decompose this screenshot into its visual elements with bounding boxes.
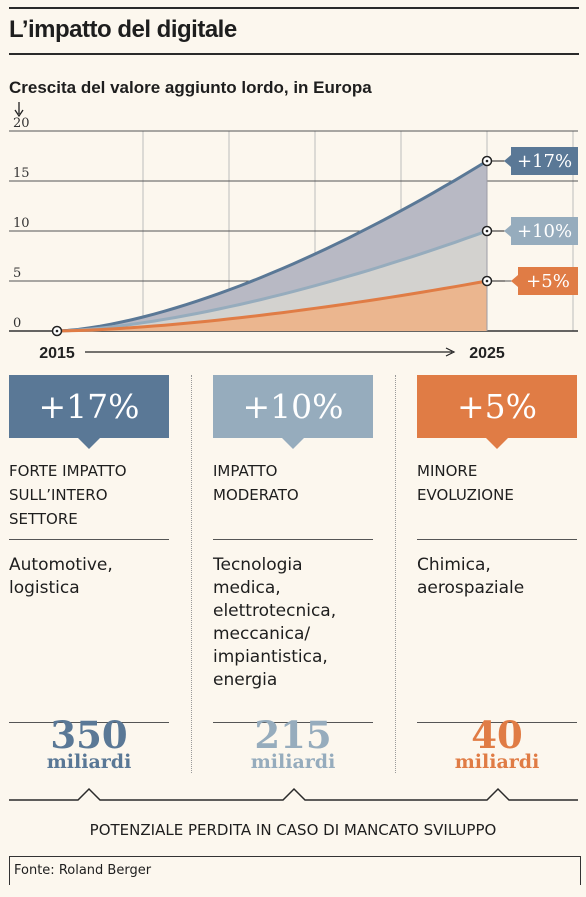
y-tick-label: 5 — [13, 266, 21, 281]
x-end-label: 2025 — [469, 345, 505, 362]
sector-line: meccanica/ — [213, 624, 311, 644]
divider — [213, 722, 373, 723]
impact-label: FORTE IMPATTO SULL’INTERO SETTORE — [9, 459, 169, 531]
divider — [417, 539, 577, 540]
end-point-dot — [485, 229, 489, 233]
divider — [417, 722, 577, 723]
page-title: L’impatto del digitale — [9, 16, 237, 43]
impact-line: SETTORE — [9, 510, 78, 528]
sectors-list: Automotive, logistica — [9, 554, 169, 714]
axis-arrow-icon — [14, 102, 24, 118]
impact-line: EVOLUZIONE — [417, 486, 514, 504]
impact-line: SULL’INTERO — [9, 486, 108, 504]
series-tag — [511, 147, 578, 175]
arrow-right-icon — [445, 347, 456, 357]
sector-line: elettrotecnica, — [213, 601, 337, 621]
y-tick-label: 10 — [13, 216, 30, 231]
sector-line: energia — [213, 670, 278, 690]
pct-box: +17% — [9, 375, 169, 449]
sector-line: Tecnologia — [213, 555, 303, 575]
bracket-line — [9, 787, 578, 801]
sector-line: logistica — [9, 578, 80, 598]
loss-amount: 215 — [254, 713, 332, 757]
series-tag-label: +10% — [517, 221, 572, 242]
y-tick-label: 20 — [13, 116, 30, 131]
impact-line: MODERATO — [213, 486, 299, 504]
sector-line: Automotive, — [9, 555, 113, 575]
column-separator — [395, 375, 396, 773]
source-box — [9, 856, 581, 885]
loss-unit: miliardi — [454, 751, 540, 773]
source-text: Fonte: Roland Berger — [14, 863, 152, 878]
series-tag-pointer — [504, 225, 511, 237]
sectors-list: Chimica, aerospaziale — [417, 554, 577, 714]
sector-line: medica, — [213, 578, 281, 598]
loss-amount: 350 — [50, 713, 128, 757]
column-strong: +17% FORTE IMPATTO SULL’INTERO SETTORE A… — [9, 375, 169, 723]
series-tag — [518, 267, 578, 295]
sector-line: impiantistica, — [213, 647, 328, 667]
start-point-dot — [55, 329, 59, 333]
divider — [9, 722, 169, 723]
series-line — [56, 279, 488, 333]
top-rule — [9, 7, 579, 9]
end-point-dot — [485, 279, 489, 283]
impact-line: FORTE IMPATTO — [9, 462, 127, 480]
loss-unit: miliardi — [250, 751, 336, 773]
y-tick-label: 15 — [13, 166, 30, 181]
sector-line: aerospaziale — [417, 578, 525, 598]
series-tag — [511, 217, 578, 245]
column-minor: +5% MINORE EVOLUZIONE Chimica, aerospazi… — [417, 375, 577, 723]
series-tag-label: +17% — [517, 151, 572, 172]
impact-label: MINORE EVOLUZIONE — [417, 459, 577, 531]
footer-caption: POTENZIALE PERDITA IN CASO DI MANCATO SV… — [89, 821, 497, 839]
sectors-list: Tecnologia medica, elettrotecnica, mecca… — [213, 554, 373, 714]
chart-subtitle: Crescita del valore aggiunto lordo, in E… — [9, 78, 372, 97]
pct-box: +5% — [417, 375, 577, 449]
divider — [213, 539, 373, 540]
impact-label: IMPATTO MODERATO — [213, 459, 373, 531]
x-start-label: 2015 — [39, 345, 75, 362]
impact-line: MINORE — [417, 462, 478, 480]
loss-unit: miliardi — [46, 751, 132, 773]
loss-amount: 40 — [471, 713, 523, 757]
impact-line: IMPATTO — [213, 462, 278, 480]
sector-line: Chimica, — [417, 555, 491, 575]
divider — [9, 539, 169, 540]
series-tag-pointer — [504, 155, 511, 167]
series-line — [56, 229, 488, 333]
series-tag-pointer — [511, 275, 518, 287]
column-separator — [191, 375, 192, 773]
series-tag-label: +5% — [526, 271, 570, 292]
y-tick-label: 0 — [13, 316, 21, 331]
title-rule — [9, 53, 579, 55]
pct-box: +10% — [213, 375, 373, 449]
series-area — [57, 281, 487, 331]
series-line — [56, 159, 488, 333]
end-point-dot — [485, 159, 489, 163]
column-moderate: +10% IMPATTO MODERATO Tecnologia medica,… — [213, 375, 373, 723]
